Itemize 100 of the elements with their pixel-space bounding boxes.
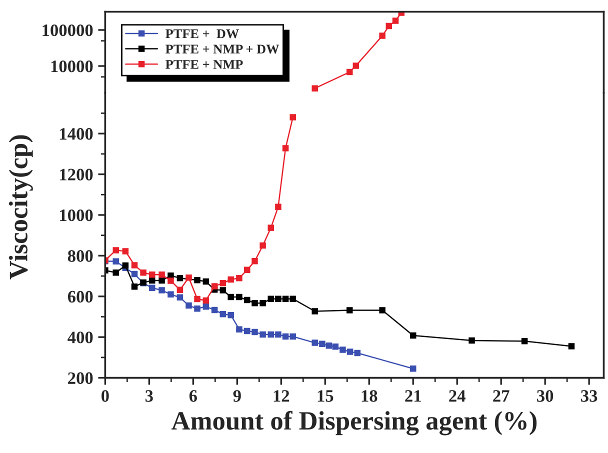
point xyxy=(112,258,120,265)
x-tick-label: 15 xyxy=(318,390,334,402)
x-tick-label: 33 xyxy=(581,390,598,402)
point xyxy=(244,328,250,334)
point xyxy=(148,284,156,291)
x-tick-label: 27 xyxy=(493,390,510,402)
point xyxy=(268,224,274,231)
y-tick-label: 800 xyxy=(68,250,93,262)
point xyxy=(312,340,318,346)
point xyxy=(346,348,354,355)
point xyxy=(354,350,361,356)
point xyxy=(202,297,210,304)
legend-label: PTFE + DW xyxy=(166,29,239,38)
point xyxy=(275,204,282,210)
y-tick-label: 200 xyxy=(68,372,93,384)
point xyxy=(148,271,156,278)
point xyxy=(290,114,296,120)
x-tick-label: 24 xyxy=(449,390,466,402)
x-tick-label: 0 xyxy=(102,390,109,402)
x-tick-label: 30 xyxy=(537,390,554,402)
x-tick-label: 21 xyxy=(405,390,421,402)
point xyxy=(211,306,218,314)
point xyxy=(282,145,289,152)
point xyxy=(268,296,274,302)
point xyxy=(236,274,242,282)
point xyxy=(379,32,386,39)
point xyxy=(158,287,165,294)
point xyxy=(352,62,360,69)
y-tick-label: 10000 xyxy=(51,60,93,72)
point xyxy=(194,296,200,302)
point xyxy=(168,291,174,298)
point xyxy=(319,340,326,347)
legend-label: PTFE + NMP xyxy=(166,60,243,69)
point xyxy=(131,262,138,268)
point xyxy=(521,338,528,344)
point xyxy=(122,262,129,269)
y-tick-label: 1400 xyxy=(60,128,93,140)
point xyxy=(158,277,165,284)
point xyxy=(290,296,296,302)
legend-label: PTFE + NMP + DW xyxy=(166,44,280,54)
point xyxy=(392,18,399,24)
y-tick-label: 400 xyxy=(68,332,93,344)
point xyxy=(568,343,575,350)
point xyxy=(468,337,475,344)
point xyxy=(268,331,274,338)
point xyxy=(131,270,138,278)
point xyxy=(346,307,353,314)
x-axis-title: Amount of Dispersing agent (%) xyxy=(171,410,537,436)
point xyxy=(131,283,138,290)
point xyxy=(220,287,226,294)
y-tick-label: 600 xyxy=(68,290,93,303)
point xyxy=(326,342,332,349)
point xyxy=(186,274,192,281)
point xyxy=(112,269,120,276)
point xyxy=(252,258,258,264)
point xyxy=(312,85,318,92)
point xyxy=(168,278,174,284)
x-tick-label: 6 xyxy=(189,390,197,402)
point xyxy=(340,346,346,353)
point xyxy=(186,302,192,309)
point xyxy=(244,266,250,274)
point xyxy=(202,303,210,310)
x-tick-label: 18 xyxy=(362,390,378,402)
point xyxy=(386,22,392,30)
point xyxy=(176,274,184,282)
point xyxy=(260,331,266,338)
point xyxy=(112,247,120,254)
point xyxy=(220,280,226,286)
point xyxy=(211,283,218,290)
point xyxy=(410,366,416,372)
point xyxy=(379,307,386,314)
point xyxy=(148,277,156,284)
y-tick-label: 1200 xyxy=(60,168,93,180)
point xyxy=(228,276,234,283)
point xyxy=(275,296,282,302)
point xyxy=(260,242,266,249)
point xyxy=(312,308,318,314)
point xyxy=(282,333,289,340)
x-tick-label: 3 xyxy=(145,390,153,402)
x-tick-label: 9 xyxy=(233,390,241,402)
point xyxy=(252,300,258,306)
point xyxy=(252,328,258,336)
point xyxy=(220,310,226,318)
y-tick-label: 1000 xyxy=(60,209,93,222)
point xyxy=(282,296,289,302)
point xyxy=(176,294,184,301)
point xyxy=(122,248,129,254)
point xyxy=(244,296,250,304)
point xyxy=(158,271,165,278)
point xyxy=(236,294,242,300)
point xyxy=(194,305,200,312)
point xyxy=(228,294,234,300)
point xyxy=(290,333,296,340)
point xyxy=(275,331,282,338)
point xyxy=(410,332,416,339)
y-tick-label: 100000 xyxy=(42,24,93,36)
x-tick-label: 12 xyxy=(274,390,290,402)
point xyxy=(194,276,200,284)
point xyxy=(140,269,146,276)
y-axis-title: Viscocity(cp) xyxy=(8,135,33,280)
